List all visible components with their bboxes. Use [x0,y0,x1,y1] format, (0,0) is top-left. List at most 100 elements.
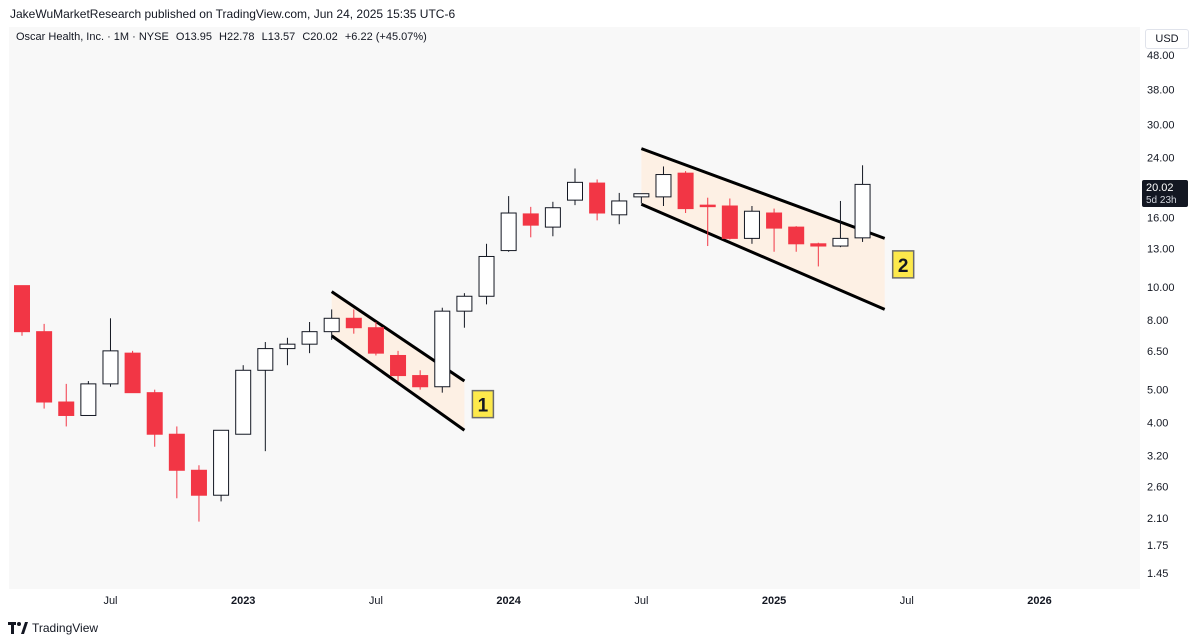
symbol-legend[interactable]: Oscar Health, Inc. · 1M · NYSE O13.95 H2… [16,31,431,43]
y-tick-label: 4.00 [1147,418,1168,430]
candle [235,365,252,435]
candle [655,166,672,207]
footer [0,612,1200,641]
candle [434,307,451,393]
candle-body [390,354,407,377]
candle-body [766,212,783,229]
candle [522,206,539,238]
y-tick-label: 1.45 [1147,568,1168,580]
candle-body [257,348,274,371]
candle [213,429,230,502]
y-tick-label: 13.00 [1147,243,1175,255]
candle-body [124,352,141,394]
publisher-line: JakeWuMarketResearch published on Tradin… [10,7,456,21]
candle-body [832,237,849,247]
candle-body [323,317,340,333]
candle [279,337,296,366]
candle [677,171,694,214]
x-tick-label: 2024 [496,595,521,607]
channel-fill-2[interactable] [641,148,885,310]
candle [146,389,163,447]
y-tick-label: 2.10 [1147,513,1168,525]
tradingview-logo[interactable]: TradingView [8,620,98,636]
candle [743,206,760,244]
candle [456,293,473,328]
candle [478,243,495,305]
candle-body [14,285,30,333]
channel-lower-line-1[interactable] [330,334,466,432]
candle [412,370,429,390]
candle [257,342,274,452]
candle-body [190,469,207,496]
candle-body [788,226,805,245]
candle-body [522,213,539,226]
price-scale[interactable]: 48.00 38.00 30.00 24.00 16.00 13.00 10.00 8.00 6… [1140,27,1200,589]
candle-body [345,317,362,329]
candle [699,197,716,247]
y-tick-label: 38.00 [1147,85,1175,97]
candle-body [544,207,561,228]
y-axis-ticks: 48.00 38.00 30.00 24.00 16.00 13.00 10.00 8.00 6… [1147,50,1175,580]
candle-body [80,383,97,416]
candle-body [434,310,451,388]
tradingview-logo-icon [8,622,28,634]
legend-low: L13.57 [261,31,296,43]
candle [854,165,871,242]
candle [58,383,75,427]
x-tick-label: 2025 [762,595,786,607]
candle [301,321,318,354]
candle-body [146,392,163,435]
candle [567,168,583,206]
candle [168,426,185,499]
candle-body [168,433,185,471]
candle-body [478,255,495,297]
candle-body [456,295,473,312]
channel-lower-line-2[interactable] [640,202,886,311]
x-tick-label: 2026 [1027,595,1051,607]
y-tick-label: 8.00 [1147,315,1168,327]
y-tick-label: 30.00 [1147,120,1175,132]
candle [633,193,650,204]
annotation-labels: 12 [471,250,915,419]
top-bar: JakeWuMarketResearch published on Tradin… [0,0,1200,26]
bar-countdown: 5d 23h [1146,195,1177,206]
annotation-label-box-1[interactable] [471,389,495,419]
candle [323,309,340,340]
x-tick-label: 2023 [231,595,255,607]
legend-high: H22.78 [219,31,255,43]
candle [345,309,362,334]
candle [80,381,97,416]
candle [766,208,783,252]
annotation-label-2: 2 [898,256,909,277]
candle [832,200,849,248]
symbol-name[interactable]: Oscar Health, Inc. · 1M · NYSE [16,31,169,43]
candle-body [235,369,252,435]
candle [721,198,738,240]
x-tick-label: Jul [103,595,117,607]
x-tick-label: Jul [369,595,383,607]
candle-body [810,243,827,247]
annotation-label-1: 1 [478,396,489,417]
candle [36,323,53,409]
candle-body [213,429,230,496]
channel-upper-line-2[interactable] [640,147,886,240]
candle [124,350,141,394]
x-tick-label: Jul [634,595,648,607]
currency-button[interactable]: USD [1145,29,1189,49]
candle [102,318,119,387]
candle [367,321,384,356]
y-tick-label: 10.00 [1147,282,1175,294]
annotation-label-box-2[interactable] [891,250,915,279]
candle [788,226,805,252]
candle [190,465,207,522]
candle-body [854,183,871,239]
candle-body [611,200,628,216]
y-tick-label: 16.00 [1147,213,1175,225]
candle-body [367,327,384,354]
x-axis: Jul 2023 Jul 2024 Jul 2025 Jul 2026 [103,595,1051,607]
candle [544,201,561,237]
candle-body [589,182,606,214]
candle [810,242,827,267]
channel-layer [330,147,886,432]
